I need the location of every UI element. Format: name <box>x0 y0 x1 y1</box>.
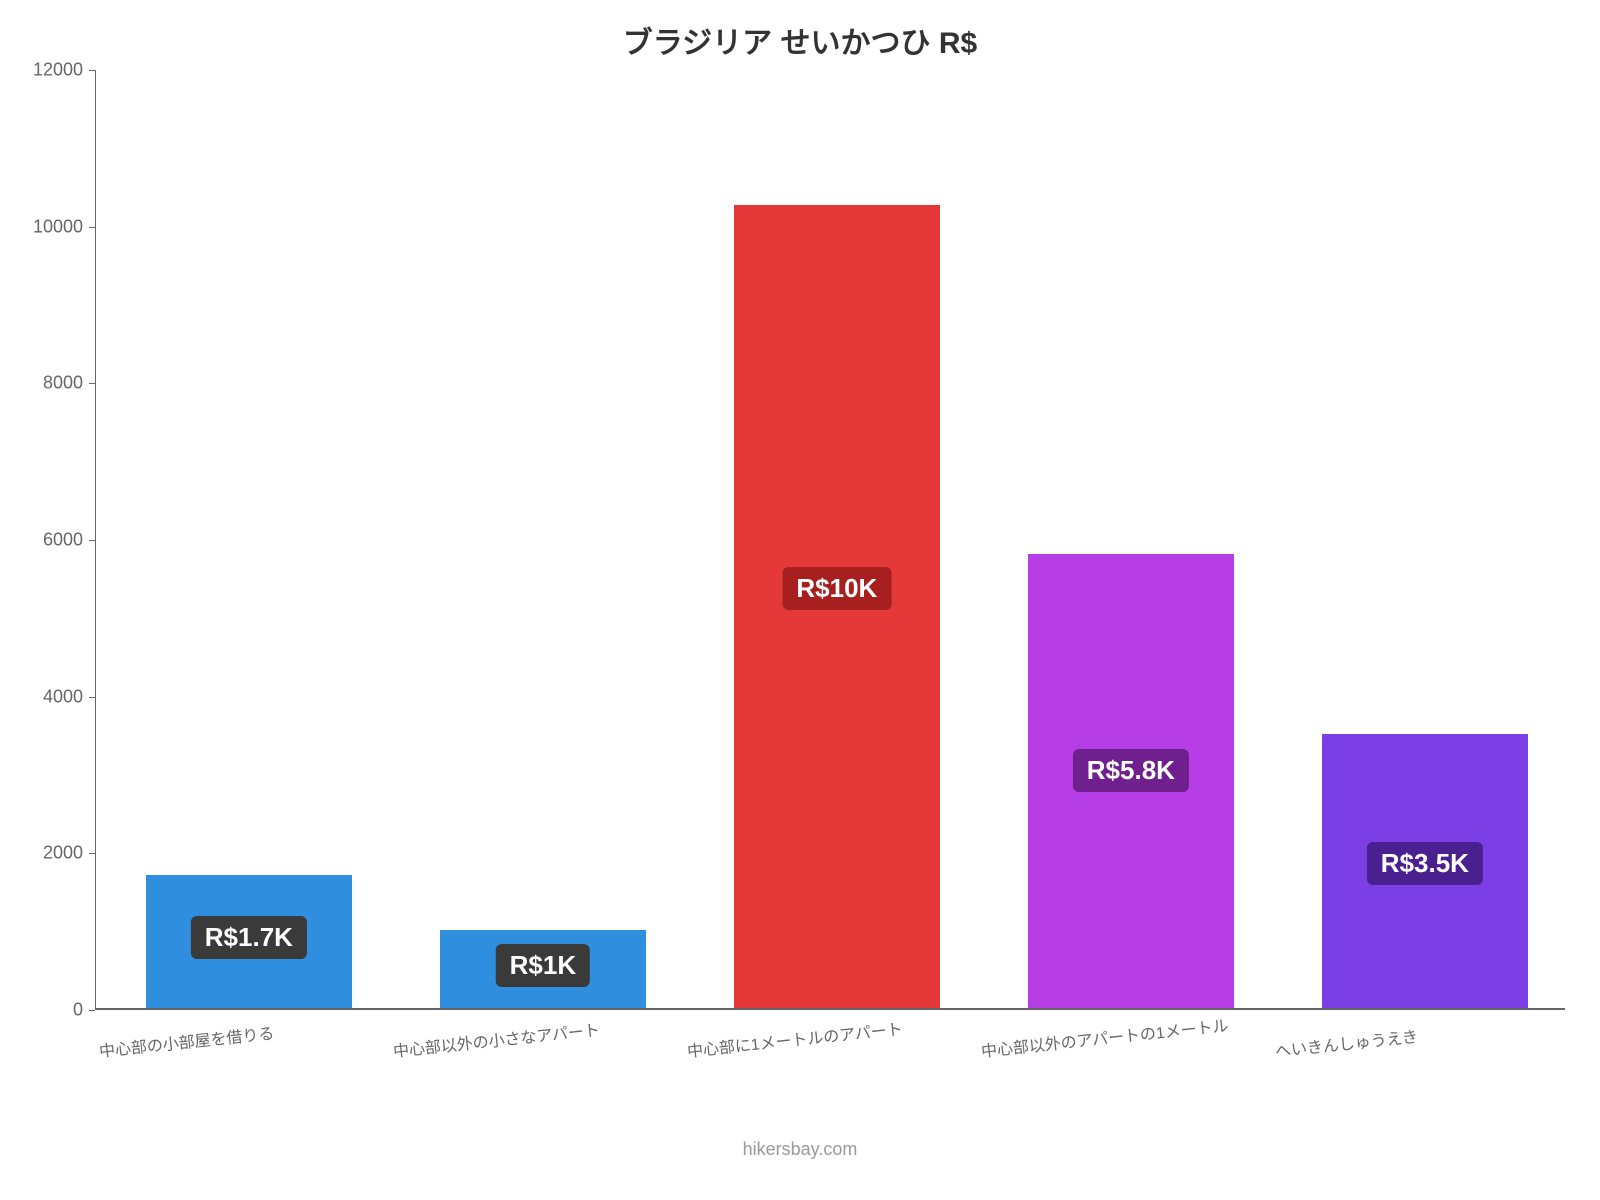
y-tick-mark <box>89 1010 95 1011</box>
bar-value-label: R$5.8K <box>1073 749 1189 792</box>
x-category-label: 中心部以外のアパートの1メートル <box>980 1012 1230 1062</box>
bar-value-label: R$10K <box>782 567 891 610</box>
x-category-label: へいきんしゅうえき <box>1274 1023 1419 1062</box>
chart-container: ブラジリア せいかつひ R$ R$1.7K R$1K R$10K R$5.8K R$3.… <box>0 0 1600 1200</box>
y-tick-mark <box>89 540 95 541</box>
attribution-text: hikersbay.com <box>0 1139 1600 1160</box>
y-tick-mark <box>89 70 95 71</box>
y-tick-label: 10000 <box>33 216 83 237</box>
bar-value-label: R$3.5K <box>1367 842 1483 885</box>
bars-layer: R$1.7K R$1K R$10K R$5.8K R$3.5K <box>96 70 1565 1008</box>
y-tick-label: 6000 <box>43 530 83 551</box>
bar: R$3.5K <box>1322 734 1528 1008</box>
y-tick-label: 12000 <box>33 60 83 81</box>
y-tick-mark <box>89 697 95 698</box>
chart-title: ブラジリア せいかつひ R$ <box>0 18 1600 62</box>
bar: R$1K <box>440 930 646 1008</box>
y-tick-mark <box>89 227 95 228</box>
bar-value-label: R$1K <box>496 944 590 987</box>
bar: R$10K <box>734 205 940 1008</box>
y-tick-mark <box>89 853 95 854</box>
y-tick-label: 8000 <box>43 373 83 394</box>
bar: R$1.7K <box>146 875 352 1008</box>
x-category-label: 中心部以外の小さなアパート <box>392 1016 601 1062</box>
bar: R$5.8K <box>1028 554 1234 1008</box>
y-tick-label: 0 <box>73 1000 83 1021</box>
bar-value-label: R$1.7K <box>191 916 307 959</box>
plot-area: R$1.7K R$1K R$10K R$5.8K R$3.5K <box>95 70 1565 1010</box>
y-tick-label: 4000 <box>43 686 83 707</box>
x-category-label: 中心部の小部屋を借りる <box>98 1020 276 1062</box>
x-category-label: 中心部に1メートルのアパート <box>686 1015 904 1062</box>
y-tick-mark <box>89 383 95 384</box>
y-tick-label: 2000 <box>43 843 83 864</box>
